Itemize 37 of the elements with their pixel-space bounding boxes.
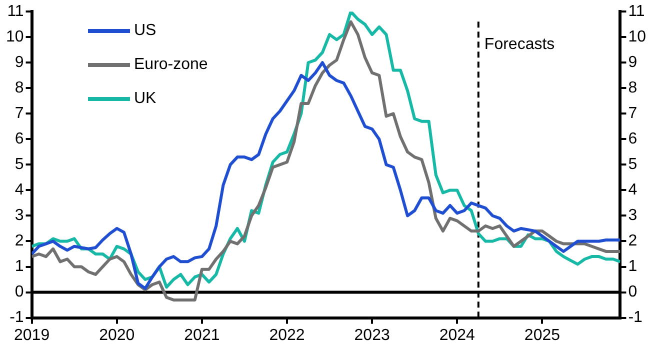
y2-tick-label: 3 <box>628 207 638 224</box>
y2-tick-label: -1 <box>628 309 643 326</box>
y2-tick-label: 10 <box>628 28 646 46</box>
y-tick-label: 2 <box>14 232 24 250</box>
y-tick-label: -1 <box>10 309 24 326</box>
y2-tick-label: 7 <box>628 105 638 122</box>
x-tick-label: 2024 <box>439 326 476 344</box>
x-tick-label: 2025 <box>524 326 560 344</box>
y-tick-label: 10 <box>6 28 24 46</box>
y2-tick-label: 8 <box>628 80 638 97</box>
y-tick-label: 3 <box>14 207 24 224</box>
y-tick-label: 4 <box>14 182 24 199</box>
y2-tick-label: 5 <box>628 156 638 174</box>
y-tick-label: 9 <box>14 54 24 72</box>
ref-line-label: Forecasts <box>484 36 555 54</box>
x-tick-label: 2020 <box>99 326 135 344</box>
y2-tick-label: 2 <box>628 232 638 250</box>
legend-label: UK <box>134 90 156 108</box>
y-tick-label: 0 <box>14 284 24 301</box>
y2-tick-label: 6 <box>628 130 638 148</box>
y2-tick-label: 1 <box>628 258 638 276</box>
y2-tick-label: 11 <box>628 3 645 20</box>
y-tick-label: 5 <box>14 156 24 174</box>
y-tick-label: 8 <box>14 80 24 97</box>
x-tick-label: 2022 <box>269 326 305 344</box>
y2-tick-label: 0 <box>628 284 638 301</box>
x-tick-label: 2023 <box>354 326 390 344</box>
y-tick-label: 1 <box>14 258 24 276</box>
y2-tick-label: 4 <box>628 182 638 199</box>
x-tick-label: 2019 <box>14 326 50 344</box>
y-tick-label: 6 <box>14 130 24 148</box>
legend-label: US <box>134 22 156 40</box>
y-tick-label: 7 <box>14 105 24 122</box>
y-tick-label: 11 <box>7 3 24 20</box>
legend-label: Euro-zone <box>134 56 208 74</box>
x-tick-label: 2021 <box>184 326 220 344</box>
y2-tick-label: 9 <box>628 54 638 72</box>
